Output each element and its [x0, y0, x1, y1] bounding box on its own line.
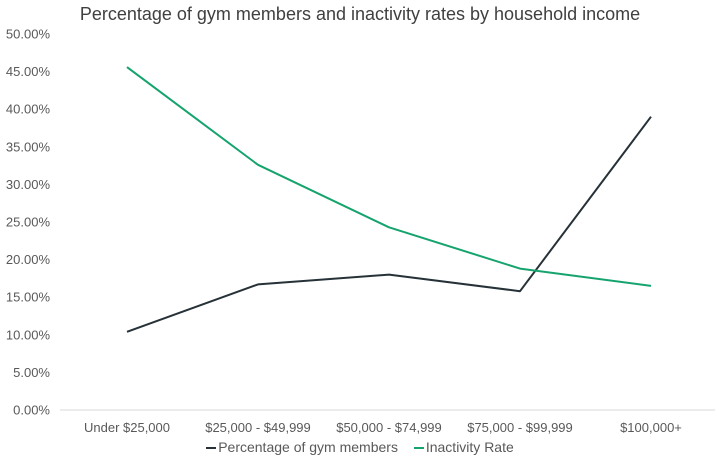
y-tick-label: 0.00% [13, 403, 50, 418]
x-tick-label: $75,000 - $99,999 [467, 420, 573, 435]
y-tick-label: 25.00% [6, 215, 51, 230]
series-layer [126, 66, 652, 333]
y-tick-label: 40.00% [6, 102, 51, 117]
x-axis: Under $25,000 $25,000 - $49,999 $50,000 - … [84, 420, 682, 435]
legend-label-inactivity-rate: Inactivity Rate [425, 439, 514, 455]
y-tick-label: 30.00% [6, 177, 51, 192]
legend-swatch-inactivity-rate [413, 447, 424, 450]
y-tick-label: 15.00% [6, 290, 51, 305]
series-line-inactivity-rate [126, 66, 652, 287]
y-tick-label: 45.00% [6, 64, 51, 79]
legend: Percentage of gym members Inactivity Rat… [0, 439, 720, 455]
x-tick-label: Under $25,000 [84, 420, 170, 435]
y-tick-label: 35.00% [6, 139, 51, 154]
x-tick-label: $25,000 - $49,999 [205, 420, 311, 435]
y-tick-label: 20.00% [6, 252, 51, 267]
legend-item-inactivity-rate: Inactivity Rate [413, 439, 514, 455]
legend-label-gym-members: Percentage of gym members [218, 439, 398, 455]
series-line-gym-members [126, 116, 652, 333]
y-axis: 0.00% 5.00% 10.00% 15.00% 20.00% 25.00% 30.00%… [6, 27, 51, 418]
y-tick-label: 50.00% [6, 27, 51, 42]
y-tick-label: 10.00% [6, 327, 51, 342]
chart-title: Percentage of gym members and inactivity… [79, 4, 641, 24]
legend-item-gym-members: Percentage of gym members [206, 439, 398, 455]
x-tick-label: $100,000+ [620, 420, 682, 435]
legend-swatch-gym-members [206, 447, 217, 450]
y-tick-label: 5.00% [13, 365, 50, 380]
x-tick-label: $50,000 - $74,999 [336, 420, 442, 435]
